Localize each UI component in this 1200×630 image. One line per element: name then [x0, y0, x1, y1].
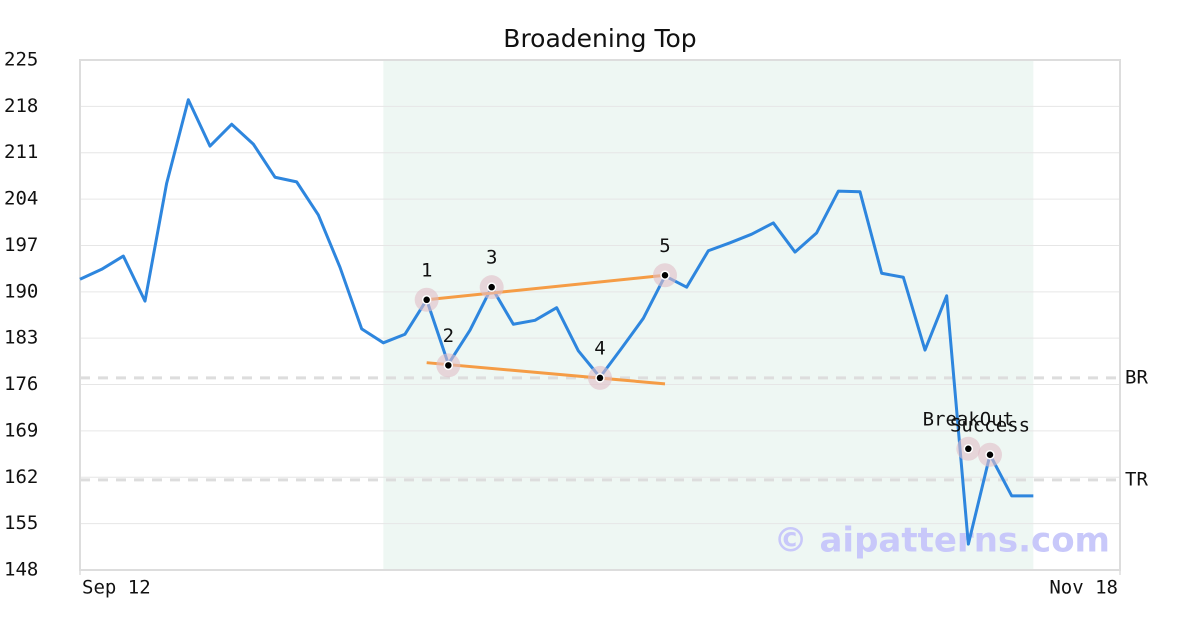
level-label: BR [1125, 366, 1148, 388]
y-tick-label: 183 [4, 327, 38, 349]
marker-label: 2 [443, 325, 454, 347]
marker [660, 270, 670, 281]
highlight-region [383, 60, 1034, 570]
trendline [426, 273, 666, 302]
marker-label: 1 [421, 259, 432, 281]
marker-label: 3 [486, 247, 497, 269]
price-line [79, 98, 1034, 546]
marker [486, 282, 497, 292]
level-label: TR [1125, 468, 1148, 490]
marker-label: 5 [659, 235, 670, 257]
marker [595, 373, 605, 383]
y-tick-label: 211 [4, 141, 38, 163]
y-tick-label: 204 [4, 188, 38, 210]
marker-label: 4 [594, 337, 605, 359]
y-tick-label: 155 [4, 512, 38, 534]
y-tick-label: 190 [4, 280, 38, 302]
watermark: © aipatterns.com [774, 521, 1110, 561]
plot-border [79, 59, 1121, 571]
marker [985, 450, 995, 460]
y-tick-label: 218 [4, 95, 38, 117]
x-tick-label: Sep 12 [82, 577, 151, 599]
chart-title: Broadening Top [503, 24, 696, 53]
trendline [426, 361, 666, 386]
y-tick-label: 176 [4, 373, 38, 395]
y-tick-label: 169 [4, 419, 38, 441]
marker [963, 444, 974, 454]
y-tick-label: 148 [4, 559, 38, 581]
marker-label: Success [950, 414, 1030, 436]
marker [421, 295, 432, 305]
y-tick-label: 197 [4, 234, 38, 256]
x-tick-label: Nov 18 [1049, 577, 1118, 599]
marker [443, 360, 454, 371]
y-tick-label: 162 [4, 466, 38, 488]
y-tick-label: 225 [4, 49, 38, 71]
marker-label: BreakOut [923, 408, 1015, 430]
